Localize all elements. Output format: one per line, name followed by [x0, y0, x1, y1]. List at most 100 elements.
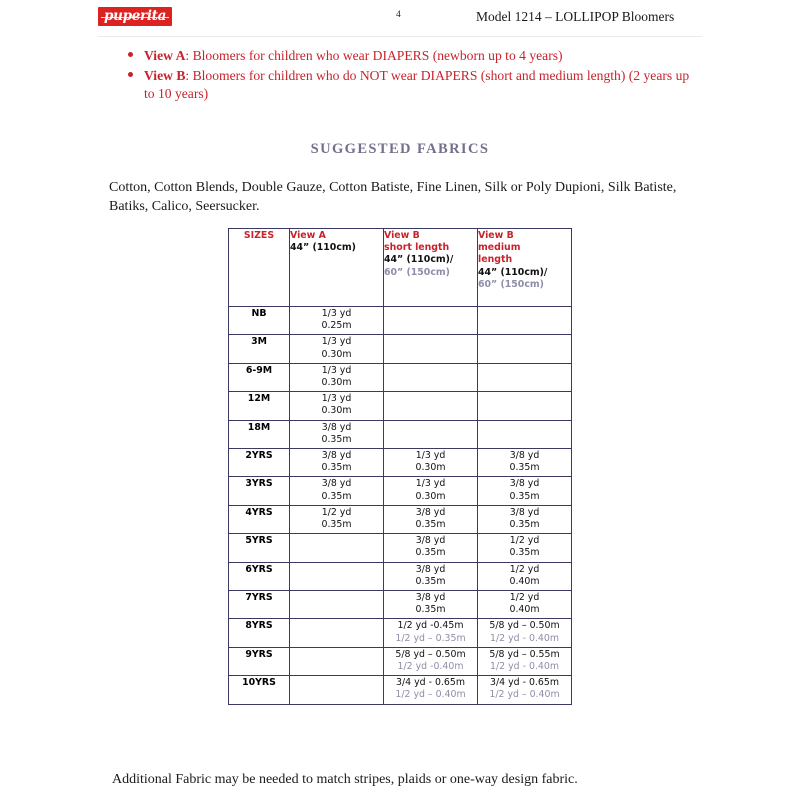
cell-line-2: 0.35m — [509, 547, 540, 559]
cell-view-b-short: 3/8 yd 0.35m — [383, 590, 478, 620]
cell-line-1: 3/8 yd — [415, 506, 446, 518]
cell-line-1 — [478, 336, 571, 348]
column-header-view-a: View A 44” (110cm) — [289, 228, 384, 307]
cell-line-2: 0.30m — [321, 405, 352, 417]
table-row: 7YRS 3/8 yd 0.35m 1/2 yd 0.40m — [228, 590, 572, 620]
view-b-label: View B — [144, 67, 186, 83]
view-b-medium-subtitle2: length — [478, 254, 513, 266]
cell-line-1: 3/8 yd — [509, 478, 540, 490]
cell-line-2: 0.35m — [321, 462, 352, 474]
cell-view-a: 1/3 yd 0.30m — [289, 391, 384, 421]
cell-view-a — [289, 646, 384, 677]
cell-line-1: 1/2 yd — [509, 592, 540, 604]
cell-line-1: 1/3 yd — [321, 336, 352, 348]
cell-view-b-short — [383, 362, 478, 393]
cell-line-2: 0.30m — [321, 348, 352, 360]
bullet-icon — [128, 52, 133, 57]
cell-line-2: 0.30m — [321, 377, 352, 389]
view-b-medium-width-44: 44” (110cm)/ — [478, 266, 548, 278]
view-a-label: View A — [144, 48, 186, 63]
cell-line-1: 1/2 yd — [509, 563, 540, 575]
column-header-view-b-medium: View B medium length 44” (110cm)/ 60” (1… — [477, 228, 572, 307]
table-row: 3M 1/3 yd 0.30m — [228, 334, 572, 364]
page-header: puperita 4 Model 1214 – LOLLIPOP Bloomer… — [0, 0, 800, 38]
view-b-short-subtitle: short length — [384, 242, 450, 254]
view-a-title: View A — [290, 230, 326, 241]
cell-line-2 — [478, 434, 571, 446]
cell-line-2: 0.35m — [509, 462, 540, 474]
row-size-label: 18M — [228, 419, 290, 450]
cell-view-a — [289, 590, 384, 620]
table-row: 8YRS 1/2 yd -0.45m 1/2 yd – 0.35m 5/8 yd –… — [228, 618, 572, 648]
row-size-label: 10YRS — [228, 675, 290, 705]
cell-line-2 — [290, 661, 383, 673]
cell-line-1 — [478, 422, 571, 434]
cell-view-b-medium: 5/8 yd – 0.50m 1/2 yd - 0.40m — [477, 618, 572, 648]
cell-view-b-short: 1/2 yd -0.45m 1/2 yd – 0.35m — [383, 618, 478, 648]
cell-line-1 — [290, 677, 383, 689]
views-list: View A: Bloomers for children who wear D… — [124, 47, 694, 105]
view-b-short-title: View B — [384, 230, 420, 241]
cell-view-b-short: 3/4 yd - 0.65m 1/2 yd – 0.40m — [383, 675, 478, 705]
row-size-label: 4YRS — [228, 504, 290, 535]
cell-view-b-medium: 1/2 yd 0.40m — [477, 590, 572, 620]
cell-view-b-medium: 3/4 yd - 0.65m 1/2 yd – 0.40m — [477, 675, 572, 705]
cell-line-1: 1/3 yd — [321, 308, 352, 319]
cell-line-1: 3/4 yd - 0.65m — [396, 677, 465, 689]
cell-view-a — [289, 618, 384, 648]
cell-view-b-short: 3/8 yd 0.35m — [383, 561, 478, 592]
fabric-requirements-table-wrapper: SIZES View A 44” (110cm) View B short le… — [228, 228, 572, 705]
cell-view-b-medium: 3/8 yd 0.35m — [477, 476, 572, 506]
header-divider — [98, 36, 702, 37]
cell-line-2: 0.35m — [321, 519, 352, 531]
cell-line-2 — [478, 349, 571, 361]
cell-line-2: 0.35m — [415, 604, 446, 616]
cell-line-1: 1/2 yd — [321, 506, 352, 518]
cell-view-a — [289, 533, 384, 563]
cell-view-a: 1/2 yd 0.35m — [289, 504, 384, 535]
fabric-requirements-table: SIZES View A 44” (110cm) View B short le… — [228, 228, 572, 705]
row-size-label: 3M — [228, 334, 290, 364]
cell-view-b-short: 3/8 yd 0.35m — [383, 504, 478, 535]
table-row: 10YRS 3/4 yd - 0.65m 1/2 yd – 0.40m 3/4 yd… — [228, 675, 572, 705]
cell-line-1: 3/8 yd — [509, 506, 540, 518]
cell-line-1: 3/8 yd — [509, 450, 540, 462]
cell-view-b-short: 1/3 yd 0.30m — [383, 448, 478, 478]
cell-line-2 — [290, 604, 383, 616]
cell-line-2: 1/2 yd – 0.40m — [489, 689, 560, 701]
table-row: 6-9M 1/3 yd 0.30m — [228, 362, 572, 393]
view-b-short-width-44: 44” (110cm)/ — [384, 254, 454, 266]
table-row: NB 1/3 yd 0.25m — [228, 305, 572, 336]
cell-line-1: 1/3 yd — [415, 450, 446, 462]
view-b-text: : Bloomers for children who do NOT wear … — [144, 67, 690, 102]
cell-view-b-medium — [477, 391, 572, 421]
logo-strikethrough-decoration — [101, 16, 169, 18]
cell-line-2: 1/2 yd – 0.40m — [395, 689, 466, 701]
cell-view-b-medium: 1/2 yd 0.40m — [477, 561, 572, 592]
cell-line-2 — [290, 689, 383, 701]
cell-line-1: 1/2 yd -0.45m — [397, 620, 464, 632]
cell-view-b-short: 1/3 yd 0.30m — [383, 476, 478, 506]
cell-line-1: 3/8 yd — [321, 450, 352, 462]
cell-view-a: 3/8 yd 0.35m — [289, 448, 384, 478]
row-size-label: 8YRS — [228, 618, 290, 648]
row-size-label: 3YRS — [228, 476, 290, 506]
table-header-row: SIZES View A 44” (110cm) View B short le… — [228, 228, 572, 307]
cell-view-b-short — [383, 391, 478, 421]
cell-line-1 — [290, 620, 383, 632]
table-row: 3YRS 3/8 yd 0.35m 1/3 yd 0.30m 3/8 yd 0.35m — [228, 476, 572, 506]
cell-line-2: 1/2 yd - 0.40m — [490, 632, 559, 644]
cell-line-1 — [290, 592, 383, 604]
cell-line-1: 5/8 yd – 0.50m — [395, 648, 466, 660]
list-item: View B: Bloomers for children who do NOT… — [124, 67, 694, 104]
row-size-label: 12M — [228, 391, 290, 421]
cell-line-2 — [384, 377, 477, 389]
cell-view-b-medium: 3/8 yd 0.35m — [477, 448, 572, 478]
list-item: View A: Bloomers for children who wear D… — [124, 47, 694, 66]
cell-view-a — [289, 561, 384, 592]
view-a-text: : Bloomers for children who wear DIAPERS… — [185, 48, 563, 63]
cell-line-2: 0.25m — [321, 320, 352, 332]
cell-view-b-medium — [477, 305, 572, 336]
cell-view-b-short — [383, 419, 478, 450]
cell-view-b-short — [383, 305, 478, 336]
